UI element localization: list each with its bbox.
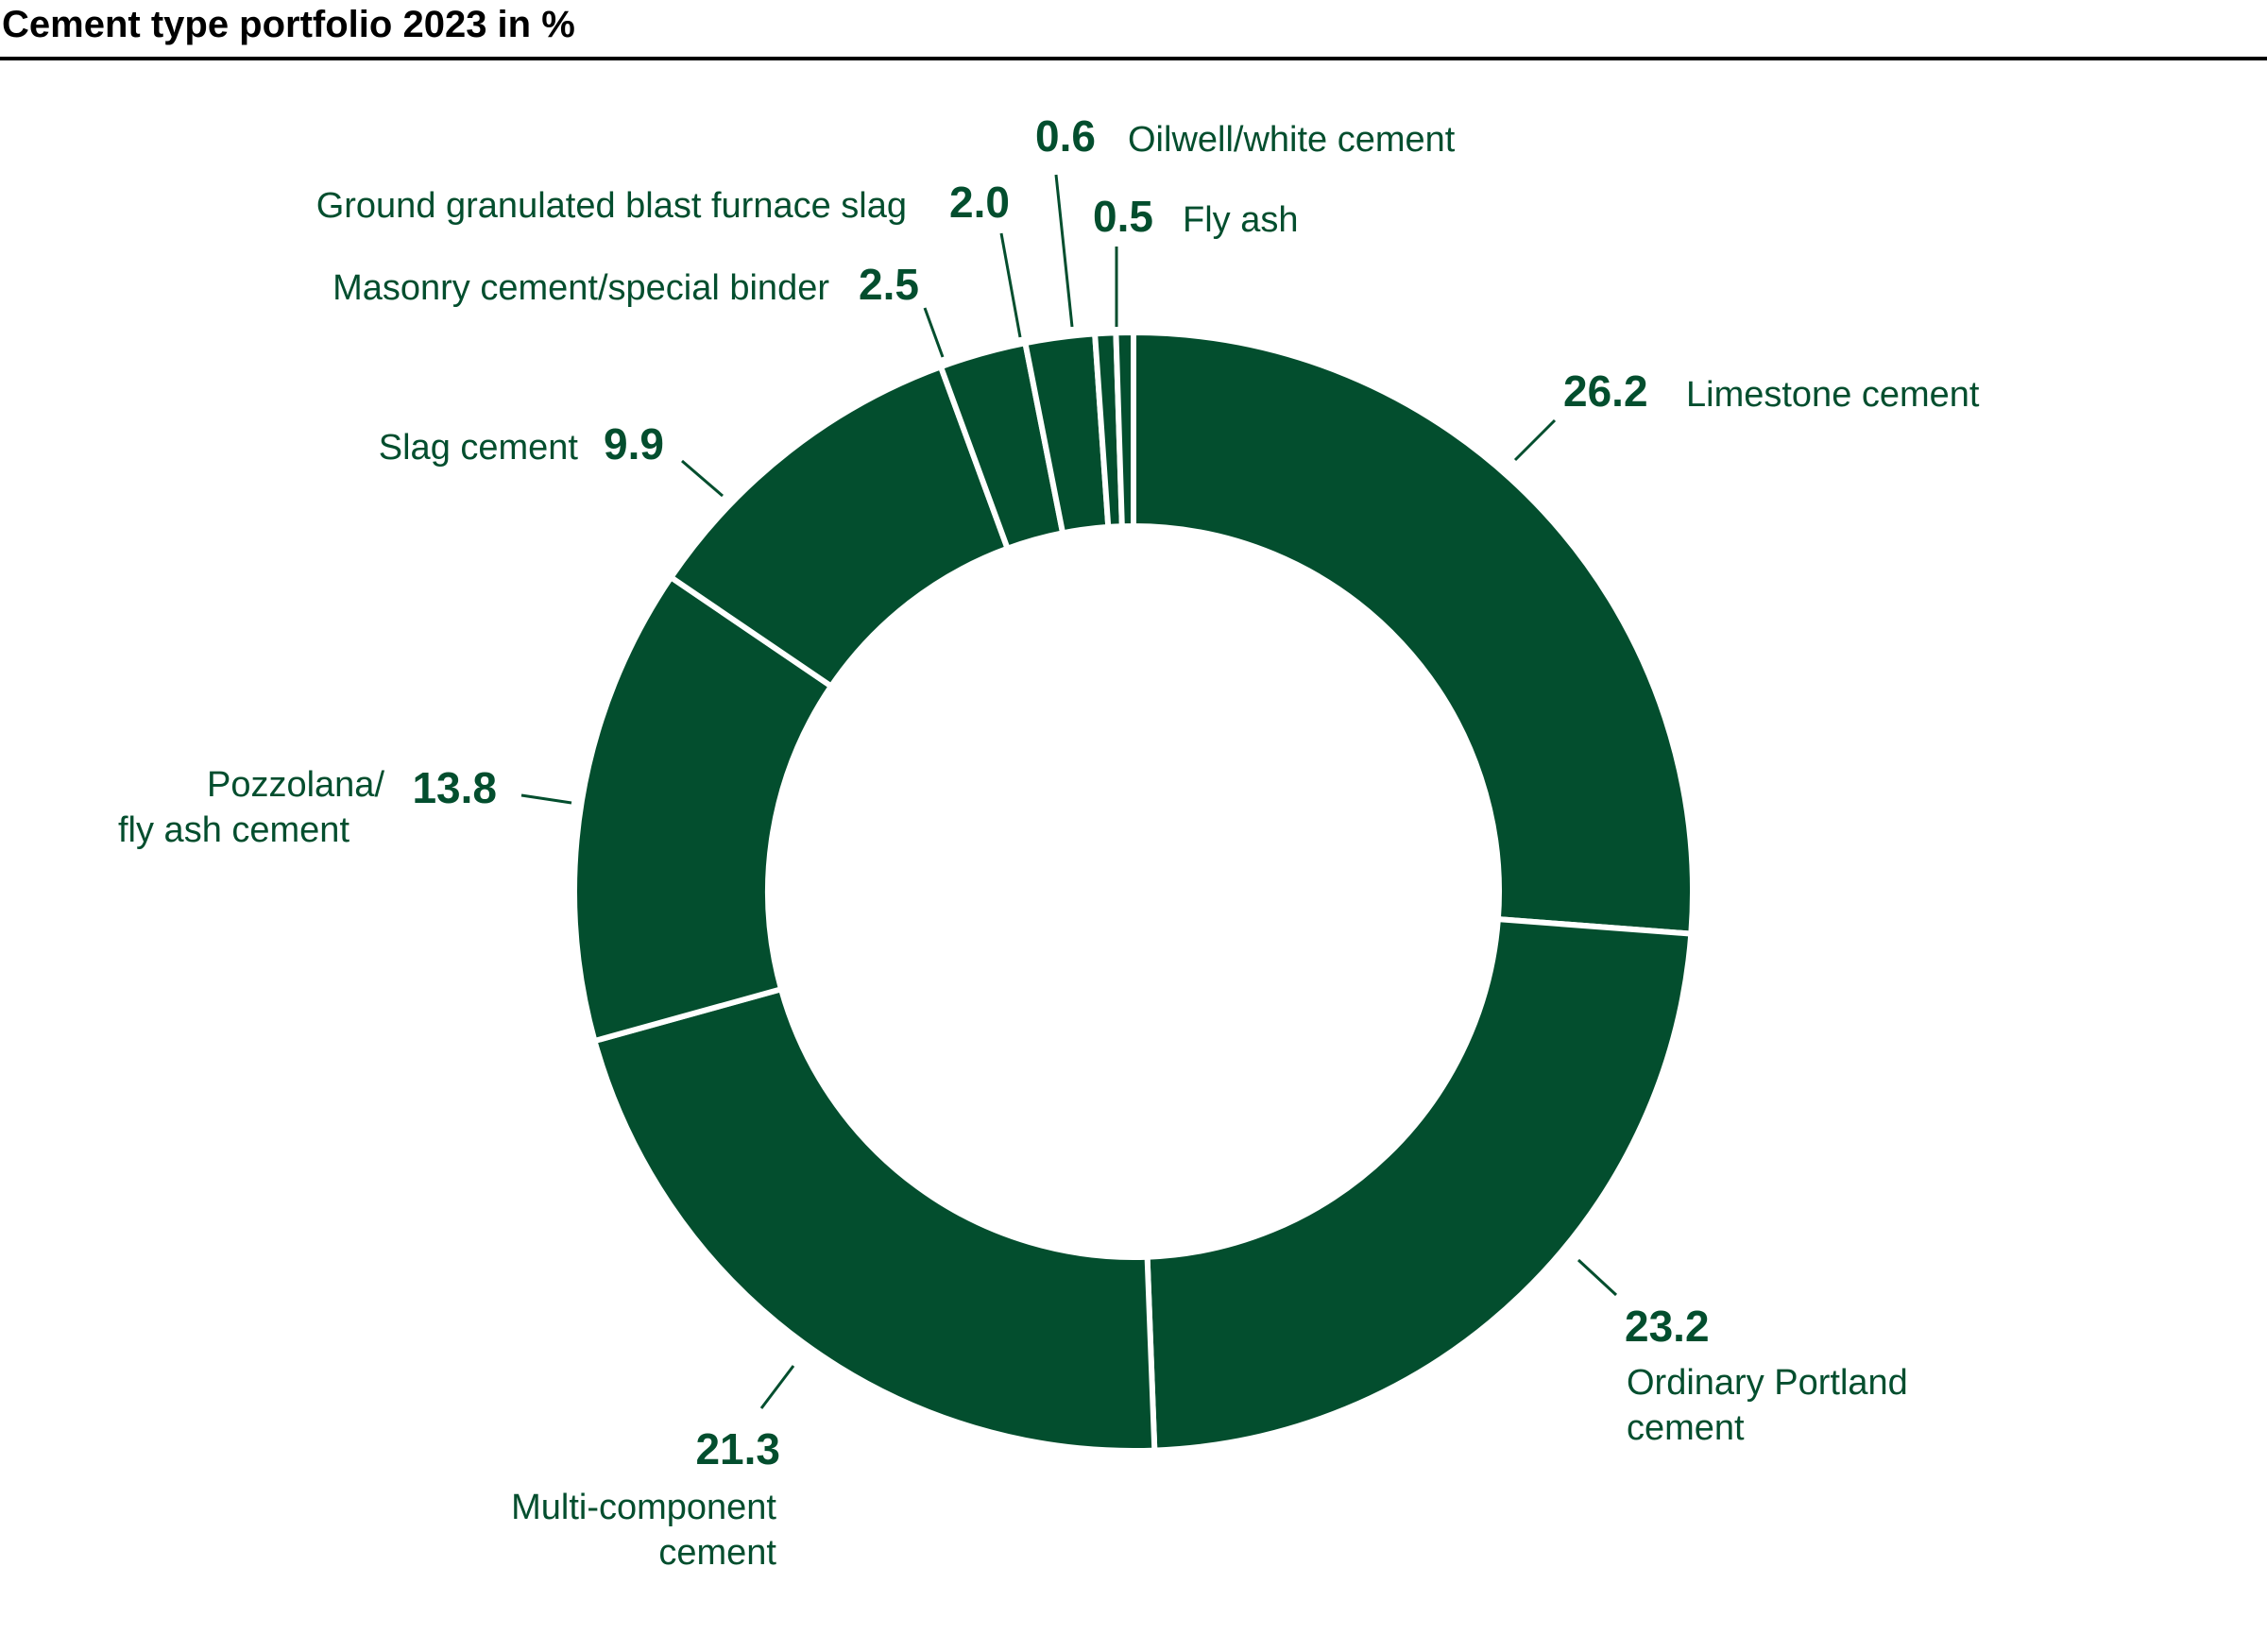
chart-title: Cement type portfolio 2023 in % [2, 4, 575, 45]
value-label-pozzolana-fly-ash-cement: 13.8 [412, 763, 497, 812]
value-label-slag-cement: 9.9 [604, 419, 664, 468]
title-rule [0, 57, 2267, 60]
slice-pozzolana-fly-ash-cement [571, 573, 836, 1045]
leader-line-pozzolana-fly-ash-cement [520, 793, 572, 805]
leader-line-oilwell-white-cement [1054, 174, 1074, 328]
slice-ordinary-portland-cement [1144, 915, 1695, 1454]
category-label-limestone-cement: Limestone cement [1686, 375, 1980, 415]
category-label-ordinary-portland-cement: Ordinary Portland [1627, 1363, 1908, 1403]
category-label-ordinary-portland-cement-line-2: cement [1627, 1408, 1745, 1448]
value-label-multi-component-cement: 21.3 [695, 1424, 780, 1473]
leader-line-slag-cement [681, 459, 724, 498]
value-label-masonry-cement-special-binder: 2.5 [859, 260, 919, 309]
leader-line-masonry-cement-special-binder [923, 307, 945, 358]
value-label-ordinary-portland-cement: 23.2 [1625, 1302, 1710, 1351]
leader-line-multi-component-cement [759, 1365, 795, 1409]
value-label-limestone-cement: 26.2 [1563, 366, 1648, 416]
slice-multi-component-cement [590, 985, 1158, 1454]
value-label-fly-ash: 0.5 [1093, 192, 1153, 241]
leader-line-ground-granulated-blast-furnace-slag [999, 232, 1022, 338]
slice-limestone-cement [1131, 329, 1696, 937]
category-label-slag-cement: Slag cement [379, 428, 579, 468]
labels-group: 26.2 Limestone cement 23.2 Ordinary Portlan… [118, 111, 1980, 1573]
category-label-fly-ash: Fly ash [1183, 200, 1298, 240]
slices-group [571, 329, 1696, 1454]
leader-line-limestone-cement [1513, 418, 1557, 462]
category-label-ground-granulated-blast-furnace-slag: Ground granulated blast furnace slag [316, 186, 907, 226]
value-label-ground-granulated-blast-furnace-slag: 2.0 [949, 178, 1010, 227]
category-label-pozzolana-fly-ash-cement: Pozzolana/ [207, 765, 384, 805]
category-label-oilwell-white-cement: Oilwell/white cement [1128, 120, 1456, 160]
category-label-multi-component-cement-line-2: cement [658, 1533, 776, 1573]
slice-fly-ash [1113, 329, 1136, 530]
category-label-pozzolana-fly-ash-cement-line-2: fly ash cement [118, 810, 349, 850]
category-label-masonry-cement-special-binder: Masonry cement/special binder [332, 268, 829, 308]
value-label-oilwell-white-cement: 0.6 [1035, 111, 1096, 161]
leaders-group [520, 174, 1618, 1409]
category-label-multi-component-cement: Multi-component [511, 1488, 776, 1527]
leader-line-ordinary-portland-cement [1577, 1258, 1618, 1297]
